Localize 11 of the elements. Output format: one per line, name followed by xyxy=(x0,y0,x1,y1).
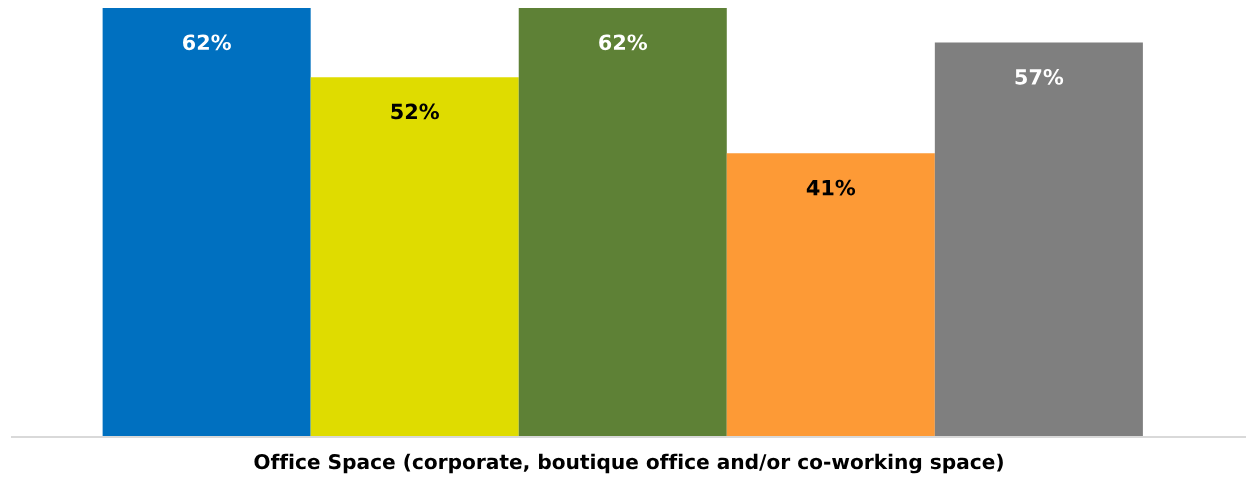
bar xyxy=(518,8,727,437)
data-label: 62% xyxy=(183,34,231,51)
bar xyxy=(934,42,1143,437)
data-label: 41% xyxy=(806,179,856,196)
data-label: 57% xyxy=(1015,68,1064,85)
bar xyxy=(102,8,311,437)
bar xyxy=(310,77,519,437)
data-label: 52% xyxy=(391,103,439,120)
bar xyxy=(726,153,935,437)
x-axis-title: Office Space (corporate, boutique office and/or co-working space) xyxy=(254,453,1003,474)
data-label: 62% xyxy=(599,34,648,51)
